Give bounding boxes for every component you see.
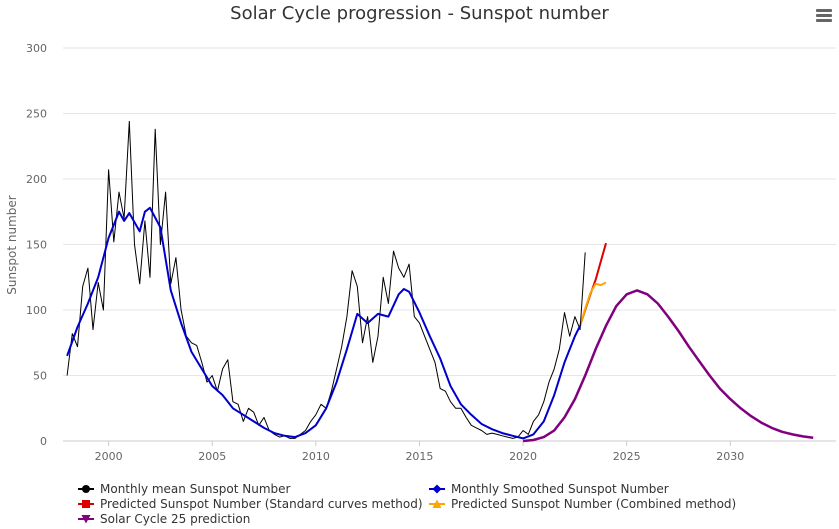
x-tick-label: 2005: [198, 450, 226, 463]
y-tick-label: 250: [26, 108, 47, 121]
y-tick-label: 200: [26, 173, 47, 186]
legend-label: Solar Cycle 25 prediction: [100, 512, 251, 526]
circle-marker-icon: [78, 485, 94, 493]
legend-label: Monthly mean Sunspot Number: [100, 482, 291, 496]
legend-label: Monthly Smoothed Sunspot Number: [451, 482, 669, 496]
x-tick-label: 2025: [613, 450, 641, 463]
y-tick-label: 100: [26, 304, 47, 317]
monthly-mean-series[interactable]: [66, 120, 586, 439]
monthly-smoothed-series[interactable]: [66, 206, 581, 440]
x-tick-label: 2010: [302, 450, 330, 463]
cycle25-prediction-series[interactable]: [522, 289, 814, 443]
hamburger-menu-icon[interactable]: [816, 9, 832, 23]
square-marker-icon: [78, 500, 94, 508]
x-tick-label: 2020: [509, 450, 537, 463]
x-tick-label: 2000: [95, 450, 123, 463]
x-tick-label: 2015: [405, 450, 433, 463]
y-tick-label: 50: [33, 370, 47, 383]
x-tick-label: 2030: [716, 450, 744, 463]
legend-label: Predicted Sunspot Number (Combined metho…: [451, 497, 737, 511]
legend-label: Predicted Sunspot Number (Standard curve…: [100, 497, 423, 511]
y-axis-label: Sunspot number: [5, 195, 19, 294]
predicted-combined-series[interactable]: [579, 281, 607, 326]
y-tick-label: 150: [26, 239, 47, 252]
diamond-marker-icon: [429, 484, 445, 494]
triangle-marker-icon: [429, 499, 445, 508]
y-tick-label: 300: [26, 42, 47, 55]
chart-title: Solar Cycle progression - Sunspot number: [230, 3, 609, 24]
chart-plot: 0 50 100 150 200 250 300 2000 2005 2010 2015 2020 2…: [5, 42, 836, 463]
y-tick-label: 0: [40, 435, 47, 448]
triangle-down-marker-icon: [78, 515, 94, 524]
